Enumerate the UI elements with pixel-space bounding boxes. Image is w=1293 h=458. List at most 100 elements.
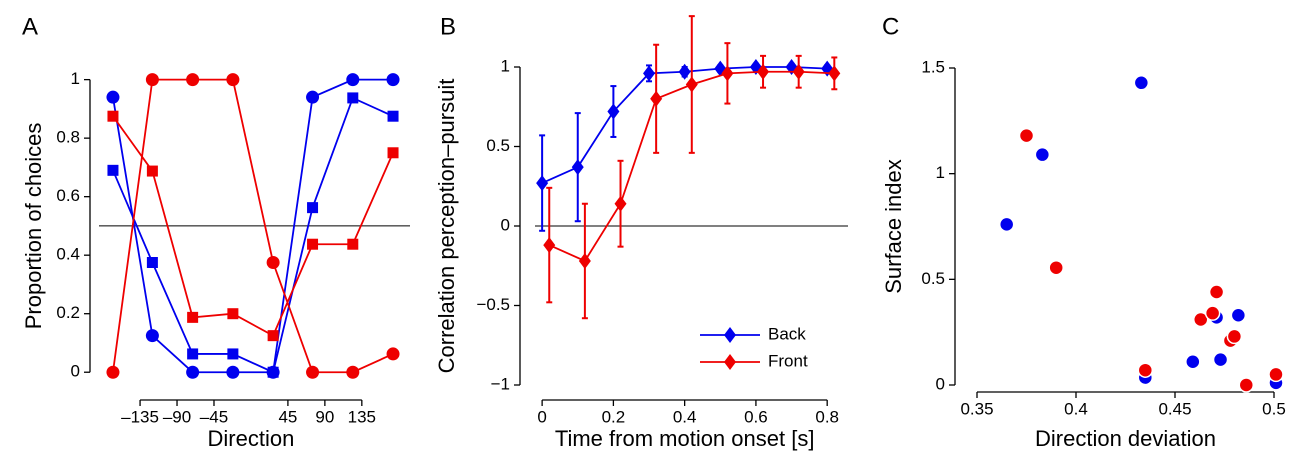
- x-tick-label: 0.45: [1158, 399, 1191, 418]
- y-tick-label: 0.5: [921, 269, 945, 288]
- scatter-point: [1137, 362, 1154, 378]
- y-tick-label: 0: [71, 362, 80, 381]
- marker: [757, 63, 770, 80]
- y-tick-label: 0: [501, 215, 510, 234]
- marker: [685, 76, 698, 93]
- x-tick-label: 0.35: [960, 399, 993, 418]
- marker: [828, 65, 841, 82]
- marker: [614, 195, 627, 212]
- x-tick-label: 0.8: [815, 407, 839, 426]
- series-line: [112, 78, 394, 374]
- marker: [607, 103, 620, 120]
- marker: [187, 311, 199, 323]
- x-tick-label: 0.6: [744, 407, 768, 426]
- y-tick-label: 1.5: [921, 57, 945, 76]
- marker: [227, 348, 239, 360]
- marker: [643, 65, 656, 82]
- series-line: [112, 78, 394, 374]
- scatter-point: [1226, 328, 1243, 345]
- marker: [571, 159, 584, 176]
- scatter-point: [998, 216, 1015, 233]
- marker: [227, 308, 239, 320]
- x-tick-label: 135: [348, 407, 376, 426]
- x-tick-label: 45: [278, 407, 297, 426]
- scatter-point: [1048, 259, 1064, 276]
- marker: [650, 90, 663, 107]
- panel-letter: A: [22, 13, 38, 40]
- marker: [266, 256, 280, 269]
- x-tick-label: 0.4: [673, 407, 697, 426]
- marker: [386, 347, 400, 361]
- legend-marker: [724, 327, 736, 343]
- y-tick-label: 0.2: [56, 303, 80, 322]
- series-line: [541, 66, 828, 184]
- y-tick-label: 1: [71, 69, 80, 88]
- marker: [146, 165, 158, 177]
- y-axis-label: Surface index: [881, 159, 906, 294]
- marker: [346, 365, 360, 379]
- scatter-point: [1018, 127, 1035, 144]
- marker: [267, 330, 279, 342]
- scatter-point: [1034, 146, 1051, 163]
- x-tick-label: –135: [121, 407, 159, 426]
- marker: [386, 73, 400, 87]
- marker: [106, 365, 120, 379]
- y-tick-label: 0.6: [56, 186, 80, 205]
- scatter-point: [1238, 377, 1255, 393]
- marker: [107, 110, 119, 122]
- marker: [107, 164, 119, 176]
- x-tick-label: 90: [315, 407, 334, 426]
- y-tick-label: 0.8: [56, 128, 80, 147]
- scatter-point: [1185, 354, 1201, 370]
- x-tick-label: 0.2: [602, 407, 626, 426]
- scatter-point: [1204, 305, 1221, 321]
- panel-letter: B: [440, 13, 456, 40]
- panel-letter: C: [882, 13, 899, 40]
- series-line: [112, 96, 394, 374]
- marker: [306, 90, 320, 104]
- y-tick-label: 0.4: [56, 245, 80, 264]
- marker: [307, 202, 319, 214]
- marker: [543, 237, 556, 254]
- marker: [792, 63, 805, 80]
- marker: [578, 252, 591, 269]
- x-axis-label: Direction: [208, 426, 295, 451]
- x-tick-label: 0.4: [1064, 399, 1088, 418]
- marker: [186, 73, 200, 87]
- marker: [267, 366, 279, 378]
- marker: [347, 238, 359, 250]
- scatter-point: [1208, 284, 1225, 300]
- scatter-point: [1133, 75, 1150, 91]
- marker: [387, 147, 399, 159]
- x-tick-label: 0.5: [1262, 399, 1286, 418]
- y-axis-label: Correlation perception–pursuit: [434, 79, 459, 374]
- y-tick-label: −0.5: [476, 295, 510, 314]
- marker: [106, 90, 120, 104]
- marker: [536, 175, 549, 192]
- y-tick-label: 1: [501, 56, 510, 75]
- marker: [721, 65, 734, 82]
- marker: [187, 348, 199, 360]
- scatter-point: [1268, 366, 1284, 383]
- series-line: [112, 115, 394, 337]
- x-tick-label: 0: [537, 407, 546, 426]
- marker: [146, 257, 158, 268]
- scatter-point: [1230, 307, 1247, 324]
- y-axis-label: Proportion of choices: [21, 123, 46, 330]
- y-tick-label: 1: [936, 163, 945, 182]
- y-tick-label: 0.5: [486, 136, 510, 155]
- x-axis-label: Direction deviation: [1035, 426, 1216, 451]
- scatter-point: [1212, 351, 1229, 368]
- y-tick-label: 0: [936, 374, 945, 393]
- marker: [226, 365, 240, 379]
- marker: [347, 92, 359, 104]
- marker: [145, 329, 159, 343]
- legend-label: Back: [768, 324, 806, 343]
- marker: [145, 73, 159, 87]
- legend-marker: [724, 354, 736, 370]
- x-tick-label: –90: [163, 407, 191, 426]
- legend-label: Front: [768, 351, 808, 370]
- marker: [387, 110, 399, 122]
- y-tick-label: −1: [491, 374, 510, 393]
